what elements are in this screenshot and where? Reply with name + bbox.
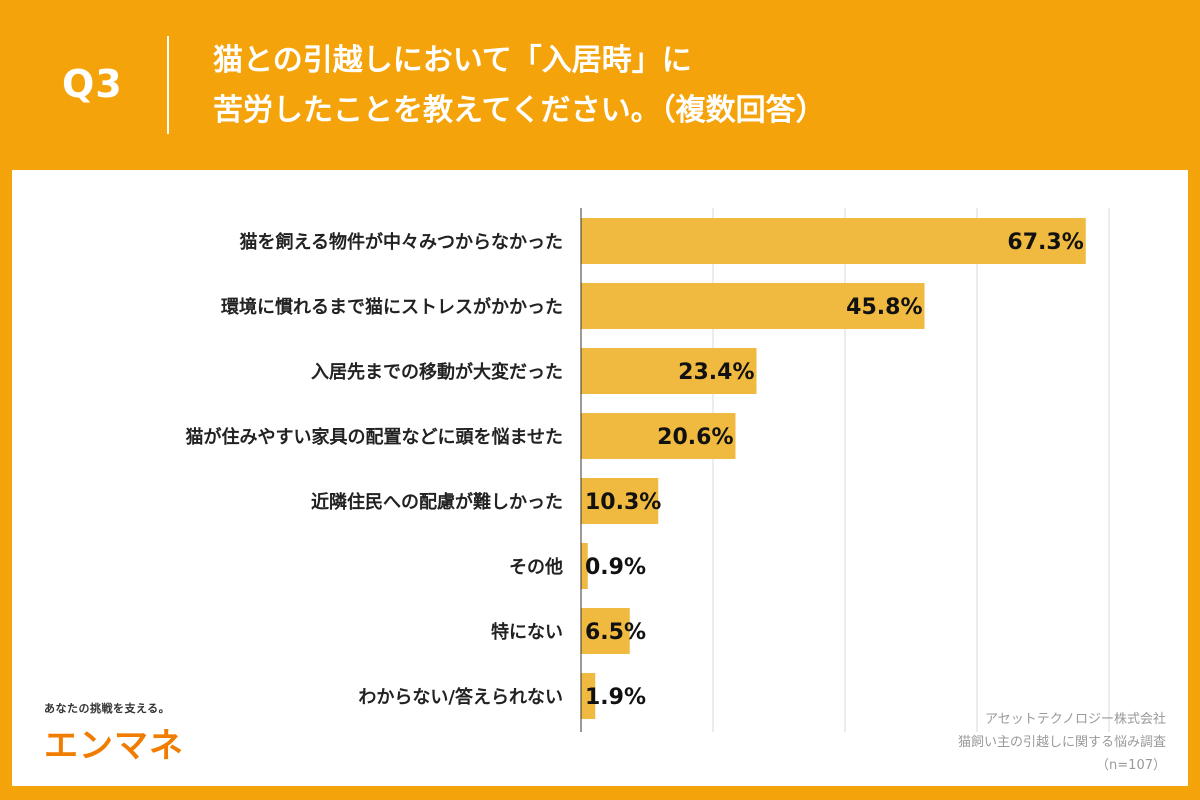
category-label: 近隣住民への配慮が難しかった: [311, 491, 563, 513]
category-label: 特にない: [491, 621, 563, 643]
bar: [581, 348, 757, 394]
bar: [581, 283, 925, 329]
category-label: 猫を飼える物件が中々みつからなかった: [240, 231, 563, 253]
question-number: Q3: [62, 62, 123, 106]
category-label: わからない/答えられない: [358, 686, 563, 708]
category-label: 入居先までの移動が大変だった: [311, 361, 563, 383]
brand: あなたの挑戦を支える。 エンマネ: [44, 700, 184, 767]
question-title-line-2: 苦労したことを教えてください。（複数回答）: [213, 93, 826, 128]
chart-panel: 猫を飼える物件が中々みつからなかった 67.3% 環境に慣れるまで猫にストレスがかか…: [12, 170, 1188, 786]
question-title: 猫との引越しにおいて「入居時」に 苦労したことを教えてください。（複数回答）: [213, 36, 1173, 136]
header: Q3 猫との引越しにおいて「入居時」に 苦労したことを教えてください。（複数回答…: [0, 0, 1200, 170]
category-label: 環境に慣れるまで猫にストレスがかかった: [221, 296, 563, 318]
value-label: 1.9%: [585, 685, 646, 710]
value-label: 45.8%: [846, 295, 922, 320]
source-sample-size: （n=107）: [1096, 758, 1166, 773]
value-label: 0.9%: [585, 555, 646, 580]
source-note: アセットテクノロジー株式会社 猫飼い主の引越しに関する悩み調査 （n=107）: [958, 708, 1166, 777]
brand-logo: エンマネ: [44, 726, 184, 766]
bar: [581, 608, 630, 654]
value-label: 6.5%: [585, 620, 646, 645]
source-company: アセットテクノロジー株式会社: [985, 712, 1166, 727]
brand-tagline: あなたの挑戦を支える。: [44, 702, 171, 715]
bar: [581, 218, 1086, 264]
bar-chart: 猫を飼える物件が中々みつからなかった 67.3% 環境に慣れるまで猫にストレスがかか…: [186, 208, 1110, 732]
bar: [581, 413, 736, 459]
category-label: 猫が住みやすい家具の配置などに頭を悩ませた: [186, 426, 563, 448]
question-title-line-1: 猫との引越しにおいて「入居時」に: [213, 43, 692, 78]
value-label: 23.4%: [678, 360, 754, 385]
bar: [581, 673, 596, 719]
source-survey: 猫飼い主の引越しに関する悩み調査: [957, 735, 1166, 750]
category-label: その他: [509, 556, 563, 578]
value-label: 67.3%: [1007, 230, 1083, 255]
value-label: 10.3%: [585, 490, 661, 515]
bar: [581, 543, 588, 589]
bar: [581, 478, 659, 524]
value-label: 20.6%: [657, 425, 733, 450]
header-divider: [167, 36, 169, 134]
